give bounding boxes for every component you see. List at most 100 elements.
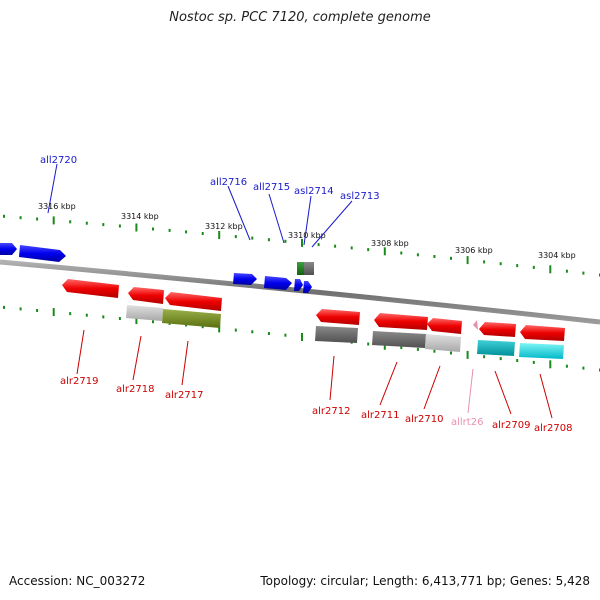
gene-arrow[interactable]	[316, 309, 360, 325]
gene-arrow[interactable]	[479, 322, 516, 337]
major-tick	[301, 333, 303, 341]
major-tick	[549, 360, 552, 369]
leader-line	[329, 355, 335, 401]
major-tick	[383, 341, 386, 350]
gene-box[interactable]	[519, 343, 564, 359]
gene-arrow[interactable]	[19, 245, 66, 262]
major-tick	[52, 216, 55, 225]
gene-box[interactable]	[477, 340, 515, 356]
scale-ticks-inner	[3, 305, 600, 372]
minor-tick	[483, 355, 486, 359]
minor-tick	[152, 320, 154, 324]
forward-strand-genes	[0, 243, 314, 293]
minor-tick	[19, 307, 22, 311]
gene-label-asl2713[interactable]: asl2713	[340, 191, 380, 202]
minor-tick	[36, 217, 39, 221]
reverse-gene-labels: alr2719 alr2718 alr2717 alr2712 alr2711 …	[60, 329, 572, 434]
minor-tick	[499, 357, 502, 361]
minor-tick	[234, 235, 237, 239]
scale-label: 3312 kbp	[205, 222, 243, 231]
gene-arrow[interactable]	[128, 287, 164, 304]
minor-tick	[251, 330, 254, 334]
minor-tick	[118, 317, 121, 320]
accession-text: Accession: NC_003272	[9, 574, 146, 588]
gene-label-alr2712[interactable]: alr2712	[312, 406, 350, 417]
minor-tick	[251, 236, 254, 240]
minor-tick	[532, 265, 535, 269]
gene-box[interactable]	[297, 262, 304, 275]
minor-tick	[400, 346, 403, 350]
gene-arrow[interactable]	[0, 243, 17, 255]
gene-label-alr2718[interactable]: alr2718	[116, 384, 154, 395]
minor-tick	[565, 269, 568, 273]
gene-label-alr2717[interactable]: alr2717	[165, 390, 203, 401]
minor-tick	[367, 248, 370, 252]
major-tick	[466, 350, 469, 359]
gene-arrow[interactable]	[303, 281, 312, 293]
leader-line	[47, 163, 58, 214]
gene-label-all2720[interactable]: all2720	[40, 155, 77, 166]
scale-label: 3316 kbp	[38, 202, 76, 211]
leader-line	[423, 365, 441, 410]
genome-backbone	[0, 259, 600, 325]
minor-tick	[234, 328, 237, 332]
minor-tick	[284, 239, 287, 243]
minor-tick	[483, 260, 486, 264]
minor-tick	[152, 227, 154, 231]
gene-box[interactable]	[315, 326, 358, 343]
major-tick	[218, 324, 221, 333]
minor-tick	[582, 366, 585, 370]
gene-label-alr2711[interactable]: alr2711	[361, 410, 399, 421]
gene-arrow[interactable]	[62, 279, 119, 298]
minor-tick	[102, 223, 105, 227]
major-tick	[52, 308, 55, 317]
minor-tick	[118, 224, 121, 228]
gene-box[interactable]	[425, 334, 461, 352]
gene-box[interactable]	[126, 305, 163, 321]
minor-tick	[201, 232, 204, 235]
major-tick	[218, 231, 221, 239]
minor-tick	[284, 333, 287, 337]
minor-tick	[267, 332, 270, 335]
minor-tick	[85, 313, 88, 317]
minor-tick	[168, 228, 171, 232]
gene-arrow[interactable]	[264, 276, 292, 290]
minor-tick	[450, 351, 452, 355]
gene-label-allrt26[interactable]: allrt26	[451, 417, 483, 428]
gene-label-alr2708[interactable]: alr2708	[534, 423, 572, 434]
minor-tick	[532, 360, 535, 364]
gene-arrow[interactable]	[165, 292, 222, 311]
gene-label-asl2714[interactable]: asl2714	[294, 186, 334, 197]
gene-arrow[interactable]	[374, 313, 428, 330]
minor-tick	[516, 359, 519, 362]
leader-line	[494, 370, 512, 415]
gene-arrow[interactable]	[294, 279, 303, 291]
gene-label-alr2719[interactable]: alr2719	[60, 376, 98, 387]
gene-label-all2715[interactable]: all2715	[253, 182, 290, 193]
minor-tick	[516, 264, 519, 268]
minor-tick	[334, 244, 337, 248]
minor-tick	[416, 347, 419, 351]
minor-tick	[201, 325, 204, 329]
gene-label-all2716[interactable]: all2716	[210, 177, 247, 188]
scale-label: 3308 kbp	[371, 239, 409, 248]
gene-label-alr2709[interactable]: alr2709	[492, 420, 530, 431]
minor-tick	[367, 342, 370, 346]
minor-tick	[36, 309, 39, 312]
major-tick	[135, 223, 138, 232]
scale-label: 3310 kbp	[288, 231, 326, 240]
minor-tick	[350, 246, 353, 250]
gene-arrow[interactable]	[520, 325, 565, 341]
minor-tick	[400, 251, 403, 255]
gene-arrow[interactable]	[233, 273, 257, 285]
gene-label-alr2710[interactable]: alr2710	[405, 414, 443, 425]
leader-line	[268, 193, 285, 244]
rna-arrow[interactable]	[473, 320, 478, 330]
minor-tick	[267, 238, 270, 242]
scale-ticks-outer	[3, 214, 600, 277]
gene-box[interactable]	[372, 331, 426, 348]
minor-tick	[3, 305, 5, 309]
gene-arrow[interactable]	[427, 318, 462, 334]
map-title: Nostoc sp. PCC 7120, complete genome	[169, 10, 431, 25]
gene-box[interactable]	[162, 309, 221, 328]
